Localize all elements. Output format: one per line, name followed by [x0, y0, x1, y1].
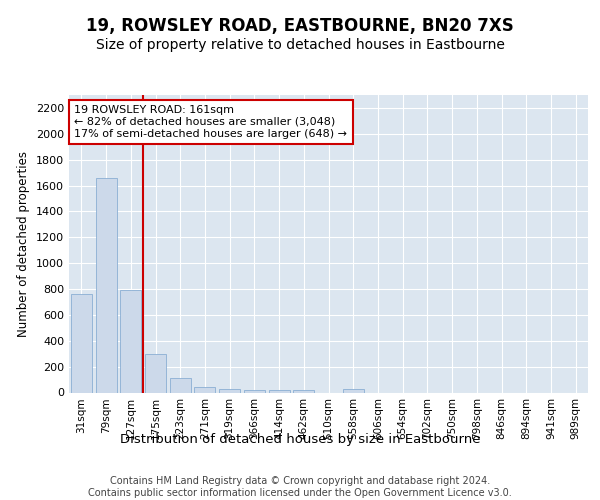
Text: Contains HM Land Registry data © Crown copyright and database right 2024.
Contai: Contains HM Land Registry data © Crown c… [88, 476, 512, 498]
Bar [145, 354, 166, 393]
Bar [293, 390, 314, 392]
Bar [194, 388, 215, 392]
Text: Size of property relative to detached houses in Eastbourne: Size of property relative to detached ho… [95, 38, 505, 52]
Bar [219, 388, 240, 392]
Bar [170, 378, 191, 392]
Bar [343, 388, 364, 392]
Bar [120, 290, 141, 392]
Text: 19, ROWSLEY ROAD, EASTBOURNE, BN20 7XS: 19, ROWSLEY ROAD, EASTBOURNE, BN20 7XS [86, 18, 514, 36]
Text: 19 ROWSLEY ROAD: 161sqm
← 82% of detached houses are smaller (3,048)
17% of semi: 19 ROWSLEY ROAD: 161sqm ← 82% of detache… [74, 106, 347, 138]
Bar [269, 390, 290, 392]
Y-axis label: Number of detached properties: Number of detached properties [17, 151, 31, 337]
Text: Distribution of detached houses by size in Eastbourne: Distribution of detached houses by size … [120, 432, 480, 446]
Bar [244, 390, 265, 392]
Bar [71, 294, 92, 392]
Bar [95, 178, 116, 392]
